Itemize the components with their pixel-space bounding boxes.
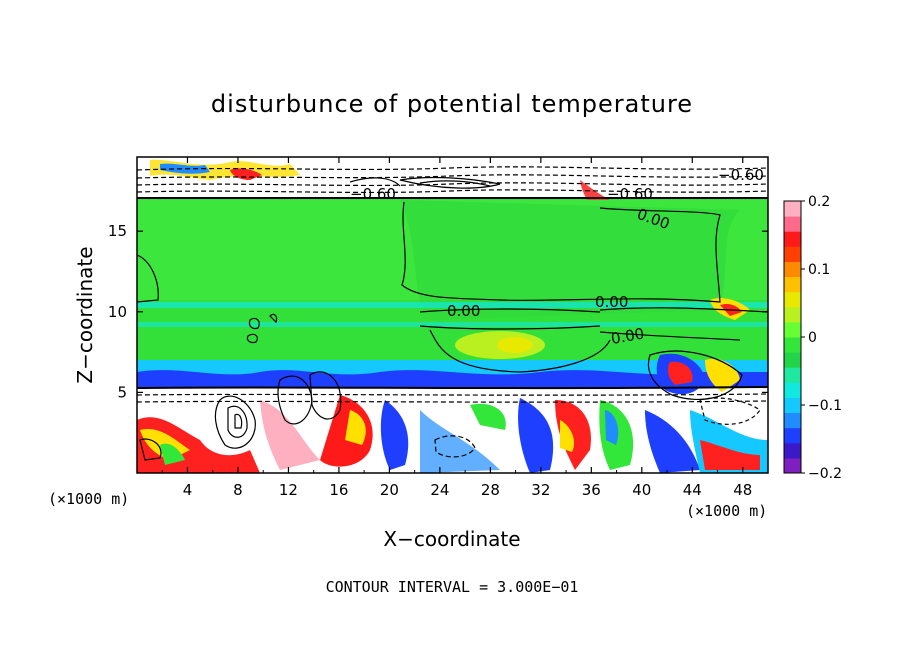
x-tick-label: 40 bbox=[632, 481, 651, 499]
contour-label: 0.00 bbox=[610, 324, 646, 348]
contour-label: −0.60 bbox=[607, 185, 653, 203]
y-tick-label: 10 bbox=[108, 303, 127, 321]
x-tick-label: 8 bbox=[233, 481, 243, 499]
colorbar-segment bbox=[784, 412, 801, 429]
colorbar-segment bbox=[784, 291, 801, 308]
plot-frame bbox=[136, 156, 769, 474]
x-unit-left: (×1000 m) bbox=[48, 490, 129, 508]
contour-label: −0.60 bbox=[718, 166, 764, 184]
x-tick-label: 12 bbox=[279, 481, 298, 499]
colorbar-segment bbox=[784, 382, 801, 398]
x-unit-right: (×1000 m) bbox=[686, 502, 767, 520]
y-axis: 5 10 15 bbox=[108, 222, 768, 401]
colorbar-segment bbox=[784, 457, 801, 474]
chart-title: disturbunce of potential temperature bbox=[211, 90, 693, 118]
x-tick-label: 36 bbox=[582, 481, 601, 499]
upper-color-blobs bbox=[150, 159, 300, 180]
x-tick-label: 24 bbox=[430, 481, 449, 499]
contour-label: 0.00 bbox=[595, 293, 628, 311]
colorbar-segment bbox=[784, 321, 801, 338]
colorbar-segment bbox=[784, 367, 801, 383]
contour-label: −0.60 bbox=[350, 185, 396, 203]
x-tick-label: 48 bbox=[733, 481, 752, 499]
y-tick-label: 5 bbox=[117, 383, 127, 401]
y-tick-label: 15 bbox=[108, 222, 127, 240]
x-tick-label: 4 bbox=[183, 481, 193, 499]
colorbar-tick-label: 0.2 bbox=[808, 194, 830, 210]
colorbar-segment bbox=[784, 231, 801, 247]
colorbar-segment bbox=[784, 246, 801, 262]
contour-label: 0.00 bbox=[447, 302, 480, 320]
colorbar-segment bbox=[784, 352, 801, 368]
cyan-streak bbox=[137, 302, 768, 308]
x-axis-label: X−coordinate bbox=[383, 527, 520, 551]
colorbar-tick-label: 0.1 bbox=[808, 262, 830, 278]
contour-lines bbox=[137, 166, 768, 461]
x-tick-label: 16 bbox=[329, 481, 348, 499]
colorbar-ticks: 0.2 0.1 0 −0.1 −0.2 bbox=[801, 194, 842, 482]
x-tick-label: 20 bbox=[380, 481, 399, 499]
colorbar-segment bbox=[784, 397, 801, 414]
colorbar-segment bbox=[784, 261, 801, 278]
colorbar-segment bbox=[784, 427, 801, 444]
colorbar-segment bbox=[784, 306, 801, 323]
x-tick-label: 28 bbox=[481, 481, 500, 499]
colorbar-segment bbox=[784, 201, 801, 217]
colorbar-tick-label: 0 bbox=[808, 330, 817, 346]
colorbar bbox=[783, 200, 802, 474]
colorbar-segment bbox=[784, 276, 801, 293]
colorbar-segment bbox=[784, 442, 801, 459]
colorbar-tick-label: −0.1 bbox=[808, 398, 842, 414]
y-axis-label: Z−coordinate bbox=[73, 246, 97, 383]
contour-interval-footer: CONTOUR INTERVAL = 3.000E−01 bbox=[326, 578, 579, 596]
heatmap-field bbox=[137, 157, 768, 473]
colorbar-tick-label: −0.2 bbox=[808, 466, 842, 482]
colorbar-segment bbox=[784, 216, 801, 232]
x-tick-label: 44 bbox=[683, 481, 702, 499]
colorbar-segment bbox=[784, 337, 801, 353]
x-axis: 4 8 12 16 20 24 28 32 36 40 44 48 bbox=[161, 157, 752, 499]
x-tick-label: 32 bbox=[531, 481, 550, 499]
